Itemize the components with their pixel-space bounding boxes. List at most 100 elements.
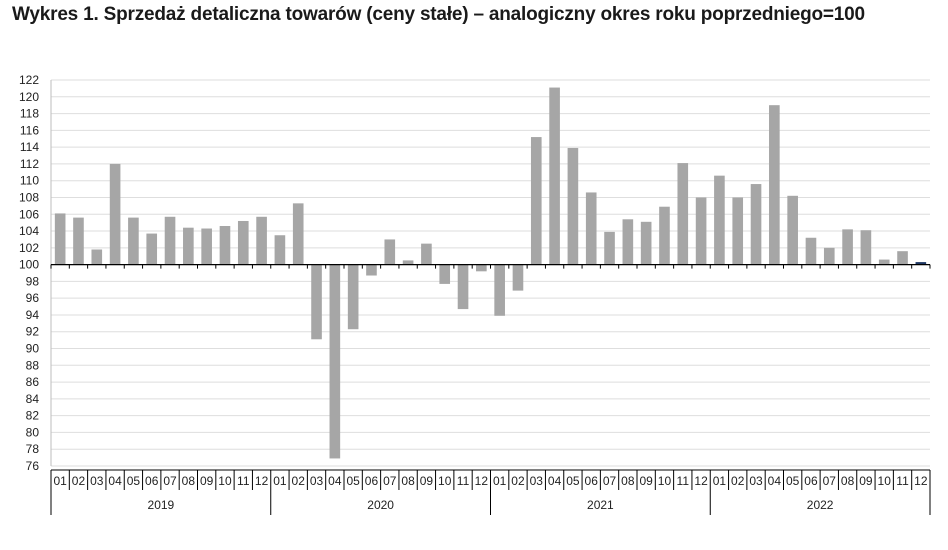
y-tick-label: 90 (26, 342, 40, 356)
bar (805, 237, 817, 265)
month-label: 11 (457, 474, 470, 488)
month-label: 06 (585, 474, 599, 488)
bar (585, 192, 597, 265)
month-label: 07 (823, 474, 837, 488)
bar (219, 226, 231, 265)
bar (640, 221, 652, 265)
month-label: 02 (731, 474, 745, 488)
y-tick-label: 100 (19, 258, 39, 272)
y-tick-label: 112 (20, 157, 39, 171)
month-label: 01 (273, 474, 287, 488)
bar (823, 247, 835, 265)
y-axis: 76 78 80 82 84 86 88 90 92 94 96 98 100 102 104 106 108 1… (19, 73, 52, 473)
bar (457, 264, 469, 310)
y-tick-label: 108 (19, 190, 39, 204)
bar (659, 206, 670, 265)
bar (73, 217, 84, 265)
y-tick-label: 116 (20, 123, 39, 137)
y-tick-label: 92 (26, 325, 40, 339)
month-label: 08 (401, 474, 415, 488)
month-label: 04 (768, 474, 782, 488)
month-label: 04 (108, 474, 122, 488)
month-label: 04 (548, 474, 562, 488)
month-label: 10 (878, 474, 892, 488)
y-tick-label: 94 (26, 308, 40, 322)
month-label: 07 (163, 474, 177, 488)
month-label: 10 (438, 474, 452, 488)
bar (915, 262, 927, 265)
bar (237, 220, 249, 265)
month-label: 03 (310, 474, 324, 488)
bar (128, 217, 139, 265)
bar (714, 175, 725, 265)
gridlines (51, 79, 930, 467)
y-tick-label: 106 (19, 207, 39, 221)
month-label: 11 (896, 474, 909, 488)
bar (439, 264, 451, 284)
month-label: 09 (639, 474, 653, 488)
bar (311, 264, 322, 340)
year-label: 2019 (148, 498, 175, 512)
bar (677, 163, 689, 265)
month-label: 09 (200, 474, 214, 488)
bar (421, 243, 432, 265)
month-label: 10 (218, 474, 232, 488)
year-label: 2022 (807, 498, 834, 512)
month-label: 08 (841, 474, 855, 488)
bar (695, 197, 707, 265)
chart-title: Wykres 1. Sprzedaż detaliczna towarów (c… (12, 4, 865, 25)
y-tick-label: 84 (26, 392, 40, 406)
bar (604, 231, 615, 265)
month-label: 11 (677, 474, 690, 488)
y-tick-label: 102 (19, 241, 39, 255)
bar (292, 203, 304, 265)
month-label: 03 (90, 474, 104, 488)
month-label: 08 (621, 474, 635, 488)
bar (512, 264, 524, 291)
month-label: 01 (53, 474, 67, 488)
bar (769, 105, 780, 265)
month-label: 02 (511, 474, 525, 488)
bar (842, 229, 853, 265)
bar (366, 264, 377, 276)
bar (750, 184, 762, 265)
month-label: 12 (255, 474, 269, 488)
year-label: 2020 (367, 498, 394, 512)
y-tick-label: 122 (19, 73, 39, 87)
month-label: 03 (530, 474, 544, 488)
month-label: 12 (475, 474, 489, 488)
month-label: 09 (420, 474, 434, 488)
y-tick-label: 80 (26, 425, 40, 439)
month-label: 05 (127, 474, 141, 488)
y-tick-label: 76 (26, 459, 40, 473)
month-label: 03 (749, 474, 763, 488)
bar (897, 251, 908, 265)
y-tick-label: 96 (26, 291, 40, 305)
bar (384, 239, 396, 265)
bar (549, 87, 560, 265)
month-label: 12 (914, 474, 928, 488)
month-label: 07 (383, 474, 397, 488)
month-label: 02 (72, 474, 86, 488)
bar (91, 249, 103, 265)
y-tick-label: 98 (26, 274, 40, 288)
bars (54, 87, 927, 459)
month-label: 04 (328, 474, 342, 488)
bar (860, 230, 872, 265)
month-label: 12 (694, 474, 708, 488)
bar (347, 264, 359, 330)
bar (201, 228, 212, 265)
month-label: 01 (713, 474, 727, 488)
month-label: 09 (859, 474, 873, 488)
bar (476, 264, 487, 272)
bar (329, 264, 341, 459)
month-label: 11 (237, 474, 250, 488)
bar (732, 197, 744, 265)
y-tick-label: 120 (19, 90, 39, 104)
bar (274, 235, 286, 265)
bar (530, 137, 542, 265)
bar (622, 219, 634, 265)
month-label: 02 (292, 474, 306, 488)
month-label: 05 (786, 474, 800, 488)
